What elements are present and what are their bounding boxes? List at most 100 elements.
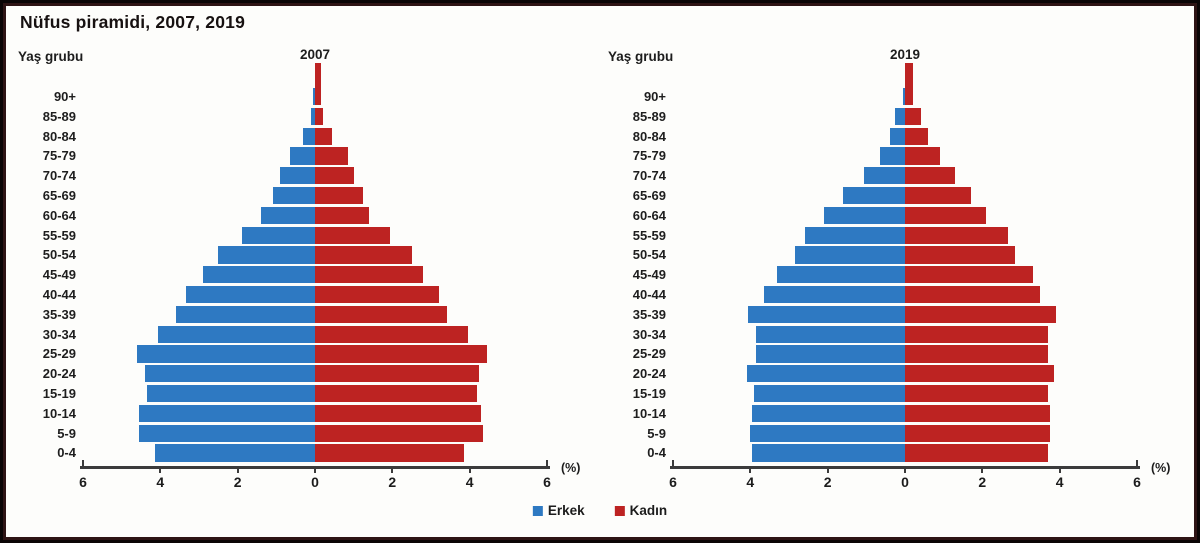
female-color-swatch-icon — [614, 505, 625, 516]
female-half — [905, 107, 1137, 127]
male-half — [673, 305, 905, 325]
female-bar — [315, 345, 488, 363]
pyramid-row: 40-44 — [603, 285, 1137, 305]
x-axis-tick-label: 6 — [79, 474, 87, 491]
male-bar — [804, 226, 905, 244]
pyramid-panel-2019: Yaş grubu 2019 90+ 85-89 80-84 75-79 70-74 65… — [603, 39, 1187, 509]
female-half — [315, 166, 547, 186]
x-axis-tick — [314, 468, 316, 474]
female-half — [905, 166, 1137, 186]
x-axis-tick — [826, 468, 829, 474]
female-bar — [315, 305, 447, 324]
age-group-label: 30-34 — [42, 326, 76, 342]
female-half — [905, 305, 1137, 325]
age-group-label: 45-49 — [632, 267, 666, 283]
male-half — [673, 325, 905, 345]
female-bar — [905, 63, 913, 106]
x-axis-tick — [82, 460, 84, 469]
pyramid-row: 85-89 — [13, 107, 547, 127]
female-half — [315, 265, 547, 285]
x-axis-tick — [546, 460, 548, 469]
pyramid-row: 75-79 — [603, 146, 1137, 166]
male-half — [83, 265, 315, 285]
pyramid-row: 65-69 — [13, 186, 547, 206]
age-group-label: 50-54 — [42, 247, 76, 263]
age-group-label: 60-64 — [632, 207, 666, 223]
male-bar — [746, 365, 905, 383]
x-axis-line — [80, 466, 550, 469]
male-bar — [752, 444, 905, 462]
male-half — [83, 325, 315, 345]
male-bar — [748, 305, 905, 324]
x-axis-tick-label: 0 — [901, 474, 909, 491]
pyramid-row: 45-49 — [13, 265, 547, 285]
pyramid-row: 20-24 — [13, 364, 547, 384]
age-group-label: 85-89 — [42, 108, 76, 124]
legend: Erkek Kadın — [532, 503, 667, 518]
female-bar — [315, 385, 478, 403]
pyramid-row: 55-59 — [603, 226, 1137, 246]
female-half — [905, 424, 1137, 444]
male-half — [673, 127, 905, 147]
chart-title-2007: 2007 — [299, 47, 331, 62]
male-bar — [777, 266, 905, 284]
female-bar — [315, 187, 364, 205]
female-bar — [905, 127, 929, 145]
age-group-label: 55-59 — [632, 227, 666, 243]
female-bar — [905, 286, 1041, 304]
male-bar — [144, 365, 315, 383]
pyramid-row: 50-54 — [13, 245, 547, 265]
male-bar — [889, 127, 905, 145]
male-half — [83, 305, 315, 325]
male-bar — [218, 246, 315, 264]
male-half — [673, 87, 905, 107]
x-axis-tick — [468, 468, 471, 474]
female-bar — [905, 107, 921, 126]
female-half — [905, 384, 1137, 404]
panel-header: Yaş grubu 2019 — [603, 39, 1187, 87]
male-bar — [752, 404, 905, 423]
male-half — [83, 404, 315, 424]
male-bar — [756, 325, 905, 343]
female-half — [905, 245, 1137, 265]
male-bar — [202, 266, 315, 284]
pyramid-row: 70-74 — [603, 166, 1137, 186]
male-half — [83, 245, 315, 265]
legend-item-female: Kadın — [614, 503, 667, 518]
age-group-label: 40-44 — [632, 286, 666, 302]
age-group-label: 15-19 — [632, 385, 666, 401]
male-half — [673, 226, 905, 246]
female-half — [315, 404, 547, 424]
pyramid-row: 90+ — [603, 63, 1137, 107]
female-bar — [315, 206, 370, 225]
male-bar — [311, 107, 315, 126]
male-half — [673, 404, 905, 424]
age-group-label: 35-39 — [632, 306, 666, 322]
male-bar — [864, 167, 905, 185]
female-half — [315, 443, 547, 463]
age-group-label: 85-89 — [632, 108, 666, 124]
pyramid-row: 0-4 — [13, 443, 547, 463]
x-axis-line — [670, 466, 1140, 469]
pyramid-row: 35-39 — [13, 305, 547, 325]
pyramid-row: 80-84 — [13, 127, 547, 147]
legend-male-label: Erkek — [547, 503, 585, 518]
female-bar — [315, 444, 464, 462]
x-axis-tick — [672, 460, 674, 469]
pyramid-row: 10-14 — [603, 404, 1137, 424]
female-half — [315, 364, 547, 384]
pyramid-row: 15-19 — [13, 384, 547, 404]
female-half — [315, 285, 547, 305]
male-bar — [175, 305, 315, 324]
male-half — [673, 245, 905, 265]
female-bar — [905, 385, 1049, 403]
pyramid-row: 45-49 — [603, 265, 1137, 285]
pyramid-row: 25-29 — [13, 344, 547, 364]
female-half — [315, 245, 547, 265]
age-group-label: 50-54 — [632, 247, 666, 263]
x-axis-tick — [391, 468, 394, 474]
pyramid-plot-area: 90+ 85-89 80-84 75-79 70-74 65-69 60-64 55-59 50… — [603, 63, 1137, 463]
male-half — [83, 146, 315, 166]
x-axis-tick-label: 2 — [233, 474, 242, 491]
